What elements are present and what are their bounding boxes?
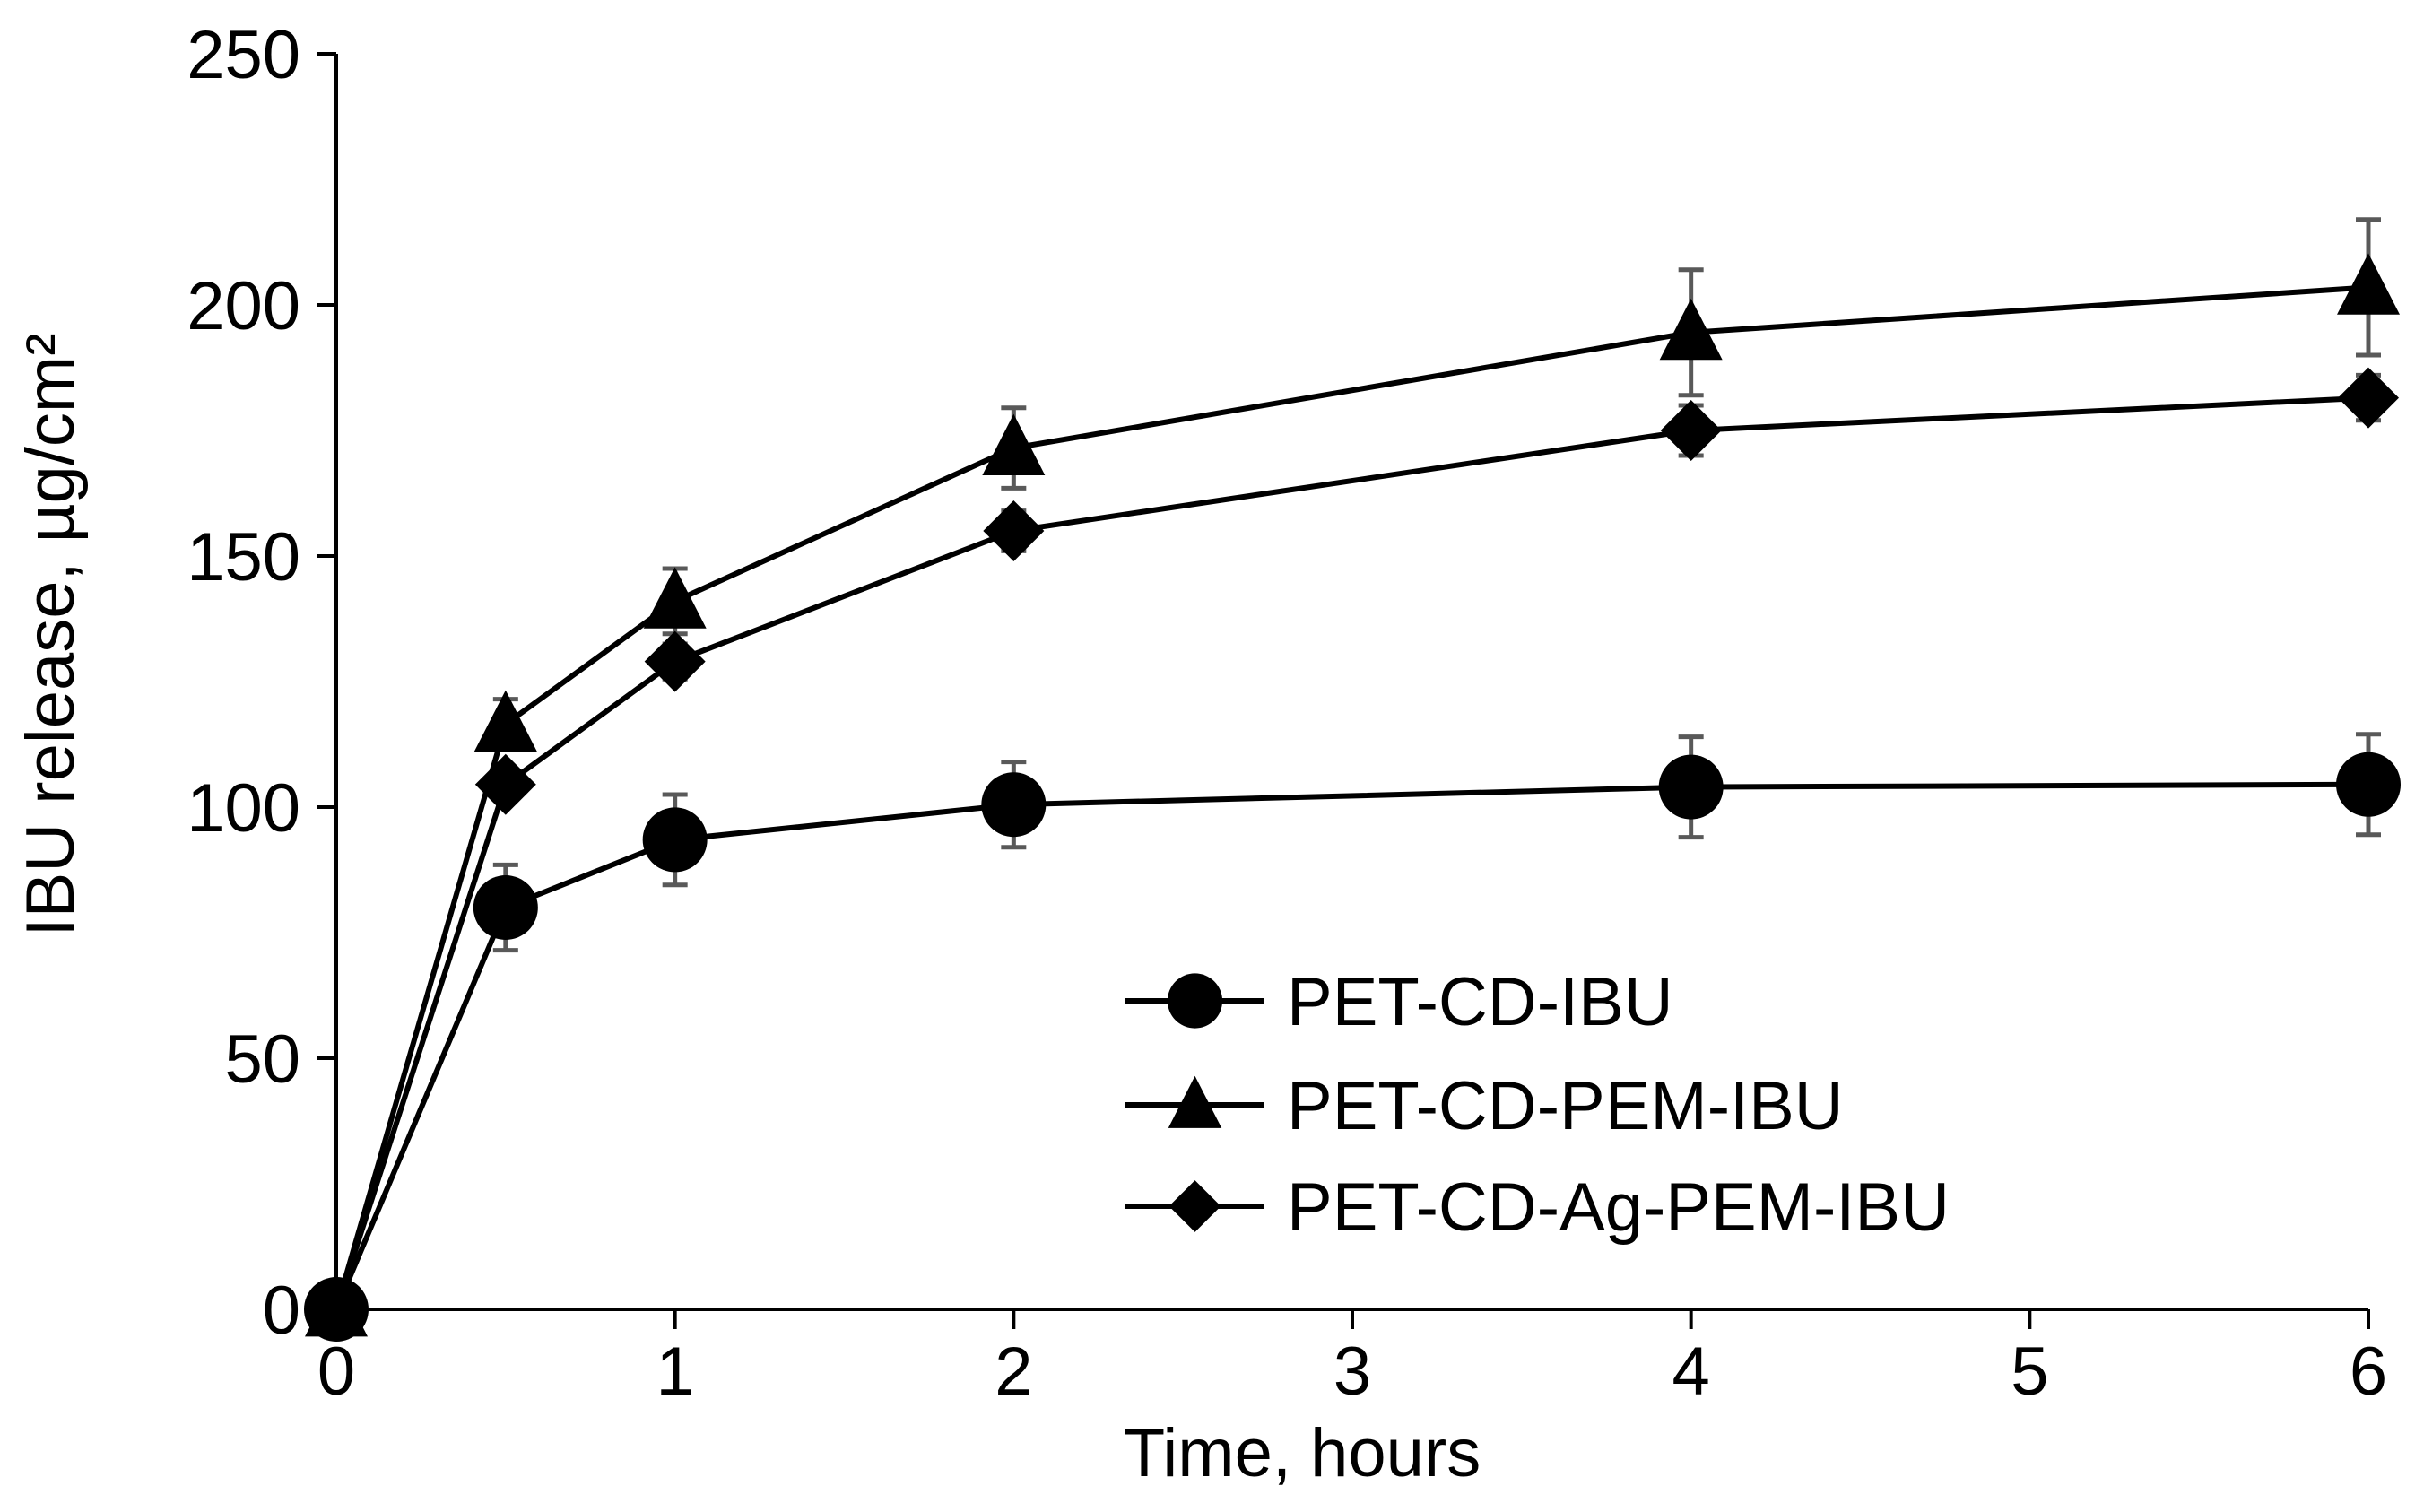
data-point-diamond bbox=[644, 630, 706, 692]
series-line-1 bbox=[334, 284, 2369, 1310]
x-tick-label: 3 bbox=[1333, 1334, 1371, 1410]
series-line-2 bbox=[334, 395, 2369, 1310]
x-tick-label: 0 bbox=[317, 1334, 355, 1410]
data-point-diamond bbox=[983, 500, 1045, 561]
data-point-diamond bbox=[2338, 367, 2399, 429]
series-lines bbox=[334, 284, 2369, 1311]
y-tick-label: 250 bbox=[187, 17, 300, 93]
x-tick-label: 4 bbox=[1672, 1334, 1710, 1410]
data-point-circle bbox=[642, 807, 708, 873]
y-axis-title: IBU release, µg/cm² bbox=[13, 333, 89, 936]
data-point-circle bbox=[1658, 754, 1724, 820]
legend-label: PET-CD-IBU bbox=[1287, 964, 1673, 1040]
series-markers bbox=[304, 253, 2401, 1342]
data-point-triangle bbox=[982, 413, 1046, 475]
data-point-circle bbox=[981, 772, 1047, 838]
legend-label: PET-CD-Ag-PEM-IBU bbox=[1287, 1169, 1950, 1246]
data-point-triangle bbox=[473, 690, 537, 752]
data-point-diamond bbox=[1660, 400, 1722, 461]
x-tick-label: 5 bbox=[2011, 1334, 2048, 1410]
legend-marker-circle bbox=[1167, 973, 1223, 1029]
legend-label: PET-CD-PEM-IBU bbox=[1287, 1068, 1844, 1144]
series-line-0 bbox=[334, 781, 2369, 1311]
y-axis-ticks: 0 50 100 150 200 250 bbox=[187, 17, 336, 1349]
y-tick-label: 200 bbox=[187, 268, 300, 344]
x-tick-label: 1 bbox=[656, 1334, 694, 1410]
x-tick-label: 6 bbox=[2350, 1334, 2387, 1410]
error-bars bbox=[492, 217, 2381, 953]
x-axis-title: Time, hours bbox=[1124, 1415, 1481, 1491]
data-point-triangle bbox=[2337, 253, 2400, 315]
data-point-triangle bbox=[643, 567, 707, 629]
legend-marker-diamond bbox=[1168, 1180, 1221, 1232]
data-point-diamond bbox=[474, 753, 536, 815]
data-point-triangle bbox=[1659, 298, 1723, 361]
legend: PET-CD-IBU PET-CD-PEM-IBU PET-CD-Ag-PEM-IB… bbox=[1125, 964, 1950, 1246]
y-tick-label: 50 bbox=[224, 1021, 300, 1098]
x-axis-ticks: 0 1 2 3 4 5 6 bbox=[317, 1309, 2387, 1410]
y-tick-label: 0 bbox=[263, 1273, 300, 1349]
legend-marker-triangle bbox=[1168, 1075, 1222, 1128]
x-tick-label: 2 bbox=[995, 1334, 1032, 1410]
data-point-circle bbox=[473, 875, 538, 940]
y-tick-label: 150 bbox=[187, 519, 300, 595]
data-point-circle bbox=[2336, 752, 2401, 817]
data-point-diamond bbox=[306, 1279, 367, 1340]
y-tick-label: 100 bbox=[187, 770, 300, 847]
